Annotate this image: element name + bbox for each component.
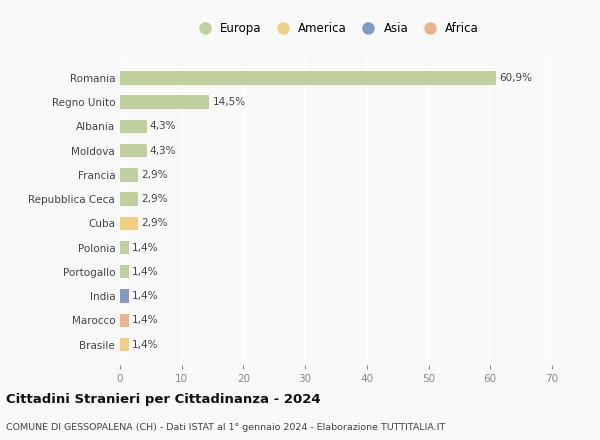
Bar [120, 265, 128, 279]
Bar [120, 168, 138, 182]
Text: 1,4%: 1,4% [132, 315, 158, 325]
Bar [120, 216, 138, 230]
Bar [120, 290, 128, 303]
Text: 14,5%: 14,5% [212, 97, 245, 107]
Bar [120, 338, 128, 351]
Text: 2,9%: 2,9% [141, 218, 167, 228]
Bar [120, 192, 138, 206]
Bar [120, 241, 128, 254]
Text: 4,3%: 4,3% [149, 121, 176, 132]
Text: 60,9%: 60,9% [499, 73, 532, 83]
Text: 4,3%: 4,3% [149, 146, 176, 156]
Bar [120, 95, 209, 109]
Bar [120, 314, 128, 327]
Text: 1,4%: 1,4% [132, 267, 158, 277]
Bar [120, 120, 146, 133]
Text: 2,9%: 2,9% [141, 194, 167, 204]
Text: 1,4%: 1,4% [132, 291, 158, 301]
Text: 1,4%: 1,4% [132, 340, 158, 349]
Bar [120, 144, 146, 157]
Legend: Europa, America, Asia, Africa: Europa, America, Asia, Africa [191, 20, 481, 38]
Text: Cittadini Stranieri per Cittadinanza - 2024: Cittadini Stranieri per Cittadinanza - 2… [6, 392, 320, 406]
Text: COMUNE DI GESSOPALENA (CH) - Dati ISTAT al 1° gennaio 2024 - Elaborazione TUTTIT: COMUNE DI GESSOPALENA (CH) - Dati ISTAT … [6, 423, 445, 433]
Text: 2,9%: 2,9% [141, 170, 167, 180]
Bar [120, 71, 496, 84]
Text: 1,4%: 1,4% [132, 242, 158, 253]
